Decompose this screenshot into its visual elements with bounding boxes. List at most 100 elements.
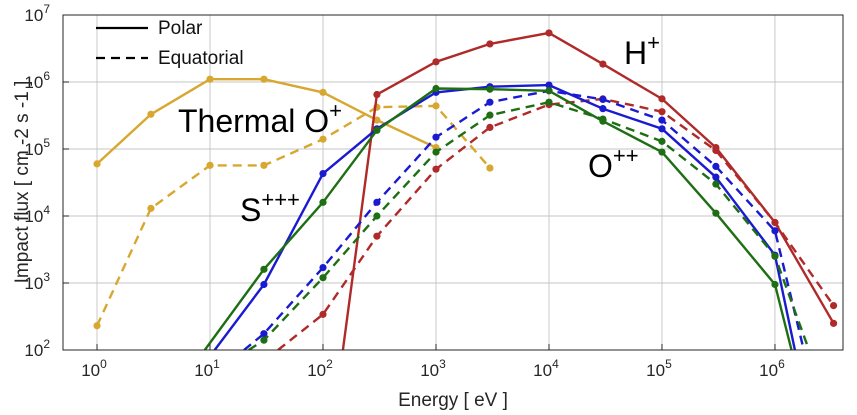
series-line-s-equatorial — [243, 89, 805, 350]
data-point-s-equatorial — [658, 116, 666, 124]
data-point-h-equatorial — [771, 218, 779, 227]
y-tick-base: 10 — [24, 341, 43, 360]
x-tick-exp: 1 — [213, 357, 220, 371]
data-point-thermal-o-polar — [373, 116, 381, 124]
data-point-h-equatorial — [319, 310, 327, 318]
annotation-h-base: H — [624, 35, 647, 71]
x-tick-label: 102 — [307, 357, 333, 380]
y-tick-base: 10 — [24, 73, 43, 92]
data-point-thermal-o-polar — [319, 88, 327, 96]
data-point-h-polar — [658, 95, 666, 103]
data-point-s-polar — [545, 81, 553, 89]
y-tick-label: 102 — [24, 337, 50, 360]
data-point-h-equatorial — [658, 108, 666, 116]
x-tick-base: 10 — [759, 361, 778, 380]
data-point-thermal-o-equatorial — [147, 204, 155, 212]
y-tick-base: 10 — [24, 274, 43, 293]
x-tick-base: 10 — [307, 361, 326, 380]
data-point-s-polar — [712, 173, 720, 181]
annotation-h: H+ — [624, 30, 660, 71]
annotation-thermal-o: Thermal O+ — [178, 98, 342, 139]
x-tick-label: 105 — [646, 357, 672, 380]
data-point-h-polar — [545, 29, 553, 37]
x-tick-base: 10 — [533, 361, 552, 380]
annotation-o-base: O — [588, 148, 613, 184]
series-line-s-polar — [213, 83, 797, 350]
x-tick-exp: 2 — [326, 357, 333, 371]
annotation-o: O++ — [588, 143, 639, 184]
y-tick-label: 106 — [24, 69, 50, 92]
data-point-o-polar — [319, 198, 327, 206]
data-point-h-polar — [373, 90, 381, 99]
data-point-s-equatorial — [319, 263, 327, 272]
data-point-s-polar — [658, 125, 666, 133]
legend-polar-label: Polar — [158, 18, 203, 39]
data-point-o-equatorial — [599, 115, 607, 123]
data-point-s-equatorial — [373, 198, 381, 206]
data-point-s-equatorial — [486, 98, 494, 106]
data-point-o-equatorial — [373, 212, 381, 220]
data-point-o-equatorial — [486, 111, 494, 119]
x-axis-label: Energy [ eV ] — [398, 390, 508, 411]
data-point-thermal-o-equatorial — [260, 161, 268, 169]
data-point-h-polar — [486, 40, 494, 48]
data-point-h-polar — [829, 319, 838, 327]
y-tick-exp: 2 — [43, 337, 50, 351]
x-tick-exp: 4 — [552, 357, 559, 371]
series-line-o-polar — [203, 87, 793, 350]
data-point-o-polar — [545, 87, 553, 95]
data-point-o-equatorial — [319, 274, 327, 282]
annotation-thermal-o-base: Thermal O — [178, 103, 329, 139]
data-point-s-polar — [599, 105, 607, 113]
data-point-s-polar — [319, 169, 327, 178]
x-tick-label: 106 — [759, 357, 785, 380]
data-point-thermal-o-polar — [147, 110, 155, 118]
annotation-o-sup: ++ — [613, 143, 639, 168]
data-point-thermal-o-polar — [93, 160, 101, 168]
series-clip-group — [93, 29, 838, 350]
data-point-o-equatorial — [658, 137, 666, 145]
data-point-s-polar — [260, 280, 268, 289]
legend: Polar Equatorial — [96, 18, 244, 69]
data-point-o-polar — [658, 148, 666, 156]
legend-equatorial-label: Equatorial — [158, 48, 244, 69]
data-point-thermal-o-equatorial — [432, 102, 440, 110]
data-point-s-equatorial — [712, 162, 720, 170]
y-tick-exp: 7 — [43, 2, 50, 16]
data-point-o-polar — [771, 280, 779, 289]
y-tick-base: 10 — [24, 207, 43, 226]
data-point-thermal-o-equatorial — [93, 322, 101, 330]
series-line-o-equatorial — [248, 100, 811, 350]
x-tick-label: 104 — [533, 357, 559, 380]
data-point-thermal-o-equatorial — [486, 164, 494, 172]
annotation-h-sup: + — [647, 30, 660, 55]
data-point-o-polar — [260, 265, 268, 273]
data-point-h-equatorial — [486, 123, 494, 132]
y-tick-label: 104 — [24, 203, 50, 226]
data-point-h-equatorial — [829, 301, 838, 310]
data-point-o-polar — [373, 126, 381, 134]
x-tick-exp: 6 — [778, 357, 785, 371]
data-point-s-equatorial — [260, 330, 268, 338]
data-point-h-polar — [599, 60, 607, 68]
data-point-s-equatorial — [432, 133, 440, 141]
y-tick-exp: 6 — [43, 69, 50, 83]
data-point-s-equatorial — [771, 227, 779, 235]
y-tick-exp: 4 — [43, 203, 50, 217]
x-tick-base: 10 — [420, 361, 439, 380]
data-point-thermal-o-polar — [206, 75, 214, 83]
x-tick-base: 10 — [194, 361, 213, 380]
data-point-h-equatorial — [373, 232, 381, 240]
species-annotations: Thermal O+ H+ S+++ O++ — [178, 30, 660, 228]
x-tick-base: 10 — [646, 361, 665, 380]
x-tick-exp: 0 — [100, 357, 107, 371]
y-tick-label: 105 — [24, 136, 50, 159]
y-tick-base: 10 — [24, 6, 43, 25]
x-tick-exp: 5 — [665, 357, 672, 371]
data-point-h-equatorial — [432, 165, 440, 173]
data-point-o-equatorial — [260, 336, 268, 344]
data-point-o-equatorial — [545, 98, 553, 106]
x-tick-label: 103 — [420, 357, 446, 380]
annotation-s-sup: +++ — [261, 187, 300, 212]
